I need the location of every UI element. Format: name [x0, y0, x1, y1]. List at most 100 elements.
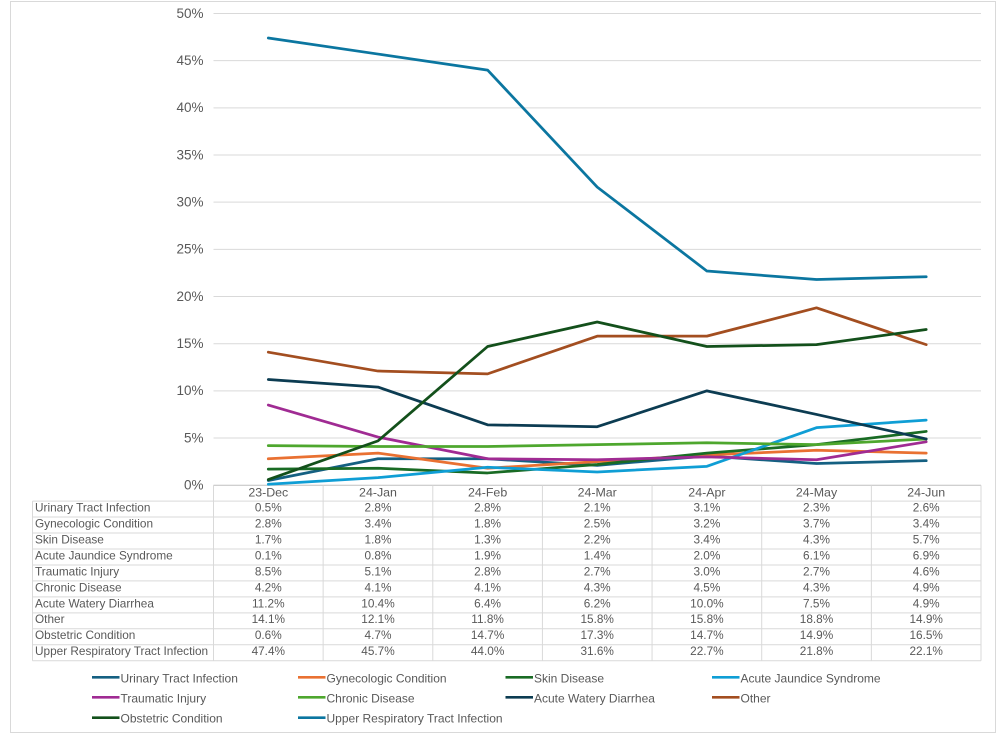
svg-text:Upper Respiratory Tract Infect: Upper Respiratory Tract Infection — [327, 712, 503, 726]
svg-text:3.4%: 3.4% — [365, 516, 392, 530]
svg-text:44.0%: 44.0% — [471, 644, 505, 658]
svg-text:3.2%: 3.2% — [693, 516, 720, 530]
svg-text:10.4%: 10.4% — [361, 596, 395, 610]
svg-text:2.8%: 2.8% — [474, 564, 501, 578]
svg-text:4.3%: 4.3% — [803, 532, 830, 546]
svg-text:2.8%: 2.8% — [255, 516, 282, 530]
svg-text:1.8%: 1.8% — [365, 532, 392, 546]
svg-text:4.1%: 4.1% — [474, 580, 501, 594]
svg-text:2.0%: 2.0% — [693, 548, 720, 562]
svg-text:Obstetric Condition: Obstetric Condition — [121, 712, 223, 726]
svg-text:Other: Other — [741, 691, 771, 705]
svg-text:0.6%: 0.6% — [255, 628, 282, 642]
svg-text:3.1%: 3.1% — [693, 501, 720, 515]
svg-text:22.7%: 22.7% — [690, 644, 724, 658]
svg-text:14.7%: 14.7% — [690, 628, 724, 642]
svg-text:11.2%: 11.2% — [252, 596, 285, 610]
svg-text:25%: 25% — [176, 242, 203, 257]
svg-text:Urinary Tract Infection: Urinary Tract Infection — [35, 501, 150, 515]
svg-text:Gynecologic Condition: Gynecologic Condition — [35, 516, 153, 530]
svg-text:35%: 35% — [176, 147, 203, 162]
svg-text:2.5%: 2.5% — [584, 516, 611, 530]
svg-text:2.7%: 2.7% — [584, 564, 611, 578]
svg-text:14.9%: 14.9% — [800, 628, 834, 642]
svg-text:2.3%: 2.3% — [803, 501, 830, 515]
svg-text:0.1%: 0.1% — [255, 548, 282, 562]
svg-text:4.3%: 4.3% — [584, 580, 611, 594]
svg-text:2.8%: 2.8% — [474, 501, 501, 515]
svg-text:Gynecologic Condition: Gynecologic Condition — [327, 671, 447, 685]
svg-text:4.1%: 4.1% — [365, 580, 392, 594]
svg-text:40%: 40% — [176, 100, 203, 115]
svg-text:Other: Other — [35, 612, 65, 626]
svg-text:5.7%: 5.7% — [913, 532, 940, 546]
svg-text:2.7%: 2.7% — [803, 564, 830, 578]
svg-text:Traumatic Injury: Traumatic Injury — [121, 691, 207, 705]
svg-text:0.5%: 0.5% — [255, 501, 282, 515]
svg-text:50%: 50% — [176, 6, 203, 21]
svg-text:3.0%: 3.0% — [693, 564, 720, 578]
svg-text:Chronic Disease: Chronic Disease — [35, 580, 122, 594]
svg-text:6.9%: 6.9% — [913, 548, 940, 562]
svg-text:4.2%: 4.2% — [255, 580, 282, 594]
svg-text:2.8%: 2.8% — [365, 501, 392, 515]
svg-text:15.8%: 15.8% — [690, 612, 724, 626]
svg-text:6.2%: 6.2% — [584, 596, 611, 610]
svg-text:20%: 20% — [176, 289, 203, 304]
svg-text:5%: 5% — [184, 430, 204, 445]
svg-text:1.3%: 1.3% — [474, 532, 501, 546]
svg-text:1.9%: 1.9% — [474, 548, 501, 562]
svg-text:24-Mar: 24-Mar — [578, 486, 617, 500]
svg-text:4.9%: 4.9% — [913, 580, 940, 594]
svg-text:Skin Disease: Skin Disease — [35, 532, 104, 546]
svg-text:Acute Jaundice Syndrome: Acute Jaundice Syndrome — [741, 671, 881, 685]
svg-text:1.4%: 1.4% — [584, 548, 611, 562]
svg-text:Chronic Disease: Chronic Disease — [327, 691, 415, 705]
svg-text:24-Feb: 24-Feb — [468, 486, 507, 500]
svg-text:6.1%: 6.1% — [803, 548, 830, 562]
svg-text:30%: 30% — [176, 194, 203, 209]
svg-text:15%: 15% — [176, 336, 203, 351]
svg-text:10.0%: 10.0% — [690, 596, 724, 610]
svg-text:Skin Disease: Skin Disease — [534, 671, 604, 685]
svg-text:24-Jan: 24-Jan — [359, 486, 397, 500]
svg-text:47.4%: 47.4% — [252, 644, 286, 658]
svg-text:31.6%: 31.6% — [580, 644, 614, 658]
svg-text:2.2%: 2.2% — [584, 532, 611, 546]
svg-text:6.4%: 6.4% — [474, 596, 501, 610]
svg-text:45%: 45% — [176, 53, 203, 68]
svg-text:8.5%: 8.5% — [255, 564, 282, 578]
svg-text:18.8%: 18.8% — [800, 612, 834, 626]
svg-text:2.1%: 2.1% — [584, 501, 611, 515]
svg-text:0%: 0% — [184, 478, 204, 493]
svg-text:Traumatic Injury: Traumatic Injury — [35, 564, 119, 578]
svg-text:Acute Watery Diarrhea: Acute Watery Diarrhea — [534, 691, 655, 705]
svg-text:24-Jun: 24-Jun — [907, 486, 945, 500]
svg-text:24-May: 24-May — [796, 486, 838, 500]
svg-text:3.7%: 3.7% — [803, 516, 830, 530]
svg-text:Acute Jaundice Syndrome: Acute Jaundice Syndrome — [35, 548, 173, 562]
svg-text:4.3%: 4.3% — [803, 580, 830, 594]
svg-text:7.5%: 7.5% — [803, 596, 830, 610]
svg-text:22.1%: 22.1% — [909, 644, 943, 658]
svg-text:3.4%: 3.4% — [693, 532, 720, 546]
svg-text:Urinary Tract Infection: Urinary Tract Infection — [121, 671, 238, 685]
svg-text:24-Apr: 24-Apr — [688, 486, 725, 500]
svg-text:14.9%: 14.9% — [909, 612, 943, 626]
svg-text:15.8%: 15.8% — [580, 612, 614, 626]
svg-text:3.4%: 3.4% — [913, 516, 940, 530]
svg-text:14.7%: 14.7% — [471, 628, 505, 642]
svg-text:5.1%: 5.1% — [365, 564, 392, 578]
svg-text:14.1%: 14.1% — [252, 612, 286, 626]
svg-text:4.7%: 4.7% — [365, 628, 392, 642]
svg-text:11.8%: 11.8% — [471, 612, 504, 626]
svg-text:16.5%: 16.5% — [909, 628, 943, 642]
svg-text:17.3%: 17.3% — [580, 628, 614, 642]
svg-text:1.8%: 1.8% — [474, 516, 501, 530]
svg-text:2.6%: 2.6% — [913, 501, 940, 515]
svg-text:4.6%: 4.6% — [913, 564, 940, 578]
svg-text:Upper Respiratory Tract Infect: Upper Respiratory Tract Infection — [35, 644, 208, 658]
svg-text:1.7%: 1.7% — [255, 532, 282, 546]
svg-text:4.9%: 4.9% — [913, 596, 940, 610]
svg-text:12.1%: 12.1% — [361, 612, 395, 626]
